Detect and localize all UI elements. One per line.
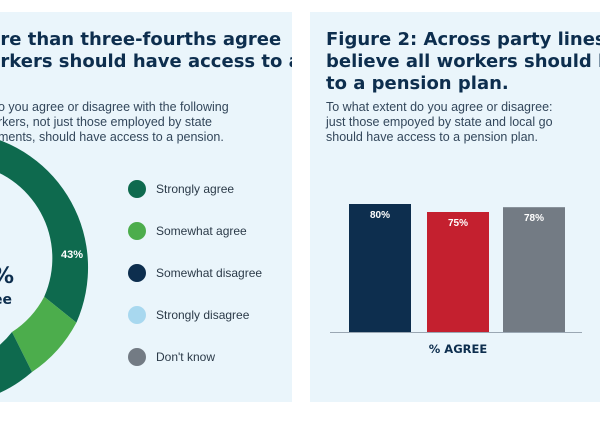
- legend-label: Strongly disagree: [156, 307, 250, 322]
- donut-legend: Strongly agree Somewhat agree Somewhat d…: [128, 178, 262, 388]
- figure-1-question-line-2: rkers, not just those employed by state: [0, 115, 212, 129]
- figure-1-panel: ore than three-fourths agree orkers shou…: [0, 12, 292, 402]
- donut-segment-strongly-agree: [0, 140, 89, 323]
- figure-2-title-text: Across party lines,: [417, 29, 600, 50]
- x-axis-label: % AGREE: [429, 342, 488, 356]
- donut-center-label: ee: [0, 292, 12, 308]
- donut-chart: 43% % ee: [0, 140, 89, 393]
- donut-center-value: %: [0, 264, 14, 289]
- figure-1-question-line-3: ments, should have access to a pension.: [0, 130, 224, 144]
- figure-2-title-line-1: Figure 2: Across party lines,: [326, 29, 600, 51]
- figure-1-title-line-2: orkers should have access to a: [0, 51, 292, 72]
- legend-label: Somewhat disagree: [156, 265, 263, 280]
- figure-1-question-line-1: o you agree or disagree with the followi…: [0, 100, 229, 114]
- legend-item-somewhat-disagree: Somewhat disagree: [128, 262, 262, 283]
- legend-swatch: [128, 305, 146, 324]
- legend-item-somewhat-agree: Somewhat agree: [128, 220, 262, 241]
- bar-3: [503, 207, 565, 332]
- legend-swatch: [128, 179, 146, 198]
- figure-2-question: To what extent do you agree or disagree:…: [326, 100, 553, 145]
- legend-label: Somewhat agree: [156, 223, 247, 238]
- bar-chart: 80% 75% 78% % AGREE: [330, 204, 582, 356]
- bar-value-label-2: 75%: [448, 218, 468, 229]
- legend-label: Strongly agree: [156, 181, 235, 196]
- segment-data-label: 43%: [61, 249, 83, 261]
- legend-label: Don't know: [156, 349, 215, 364]
- figure-2-question-line-3: should have access to a pension plan.: [326, 130, 538, 144]
- figure-1-title-line-1: ore than three-fourths agree: [0, 29, 282, 50]
- legend-item-dont-know: Don't know: [128, 346, 262, 367]
- legend-item-strongly-disagree: Strongly disagree: [128, 304, 262, 325]
- figure-2-panel: Figure 2: Across party lines, believe al…: [310, 12, 600, 402]
- figure-2-question-line-2: just those empoyed by state and local go: [326, 115, 553, 129]
- legend-swatch: [128, 221, 146, 240]
- bar-2: [427, 212, 489, 332]
- figure-1-question: o you agree or disagree with the followi…: [0, 100, 229, 145]
- bar-1: [349, 204, 411, 332]
- legend-item-strongly-agree: Strongly agree: [128, 178, 262, 199]
- donut-segment-continuation: [0, 332, 32, 393]
- figure-1-title: ore than three-fourths agree orkers shou…: [0, 29, 292, 73]
- figure-2-title-line-3: to a pension plan.: [326, 73, 509, 94]
- legend-swatch: [128, 263, 146, 282]
- figure-2-question-line-1: To what extent do you agree or disagree:: [326, 100, 553, 114]
- figure-2-label: Figure 2:: [326, 29, 418, 50]
- bar-value-label-3: 78%: [524, 213, 544, 224]
- bar-value-label-1: 80%: [370, 210, 390, 221]
- legend-swatch: [128, 347, 146, 366]
- figure-2-title: Figure 2: Across party lines, believe al…: [326, 29, 600, 95]
- donut-segment-somewhat-agree: [12, 296, 77, 372]
- figure-2-title-line-2: believe all workers should h: [326, 51, 600, 72]
